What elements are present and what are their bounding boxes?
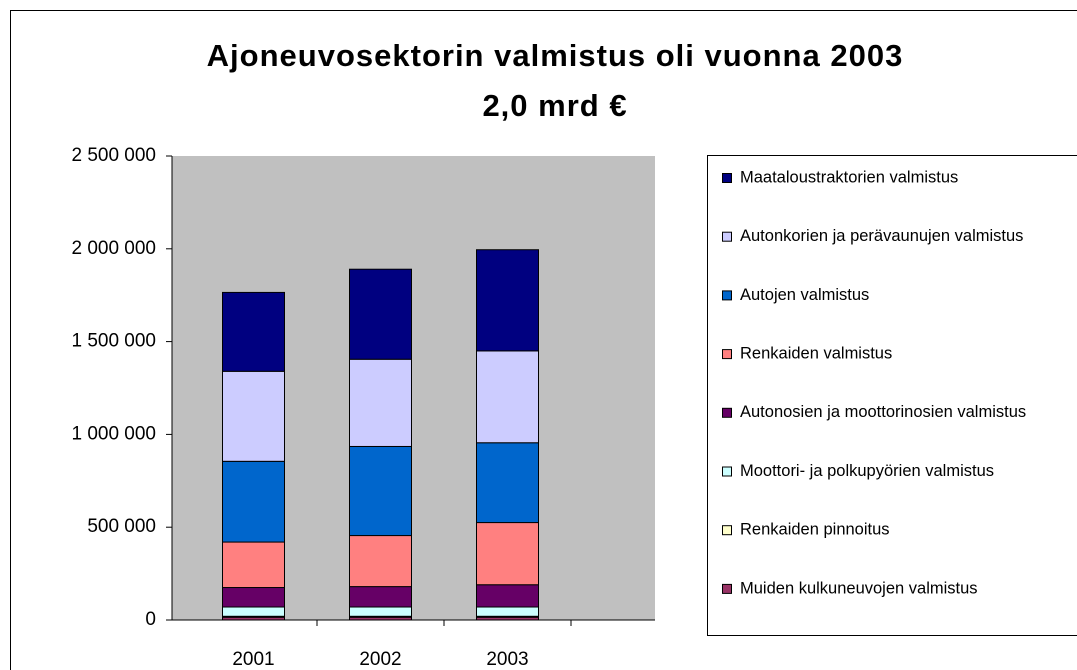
legend-label: Muiden kulkuneuvojen valmistus [740,579,978,597]
bar-segment [222,606,285,617]
y-tick-label: 1 000 000 [71,423,156,444]
y-tick-label: 2 500 000 [71,145,156,166]
bar-segment [222,587,285,608]
legend-swatch [722,349,732,360]
x-tick-label: 2003 [486,649,528,670]
legend-swatch [722,290,732,301]
bar-segment [349,586,412,608]
legend-swatch [722,583,732,594]
legend-swatch [722,466,732,477]
legend-label: Renkaiden valmistus [740,344,892,362]
legend-label: Renkaiden pinnoitus [740,521,890,539]
bar-segment [476,350,539,444]
x-tick-label: 2002 [359,649,401,670]
bar-segment [222,370,285,462]
chart-title: Ajoneuvosektorin valmistus oli vuonna 20… [207,38,904,73]
bar-segment [349,535,412,588]
y-tick-label: 1 500 000 [71,331,156,352]
bar-segment [222,460,285,543]
y-tick-label: 0 [145,609,156,630]
legend-label: Autojen valmistus [740,286,869,304]
legend-swatch [722,173,732,183]
y-tick-label: 2 000 000 [71,238,156,259]
legend-swatch [722,525,732,536]
bar-segment [349,268,412,360]
y-tick-label: 500 000 [87,516,156,537]
bar-segment [476,442,539,524]
bar-segment [476,249,539,352]
bar-segment [349,606,412,617]
legend-label: Moottori- ja polkupyörien valmistus [740,462,994,480]
bar-segment [222,291,285,372]
legend-swatch [722,407,732,418]
bar-segment [476,522,539,586]
legend-swatch [722,231,732,242]
bar-segment [476,606,539,617]
bar-segment [476,584,539,608]
legend-label: Maataloustraktorien valmistus [740,168,958,186]
legend-label: Autonkorien ja perävaunujen valmistus [740,227,1023,245]
legend-box [707,155,1077,636]
chart-subtitle: 2,0 mrd € [482,88,627,123]
bar-segment [349,358,412,447]
x-tick-label: 2001 [232,649,274,670]
bar-segment [222,541,285,589]
legend-label: Autonosien ja moottorinosien valmistus [740,403,1026,421]
bar-segment [349,445,412,537]
